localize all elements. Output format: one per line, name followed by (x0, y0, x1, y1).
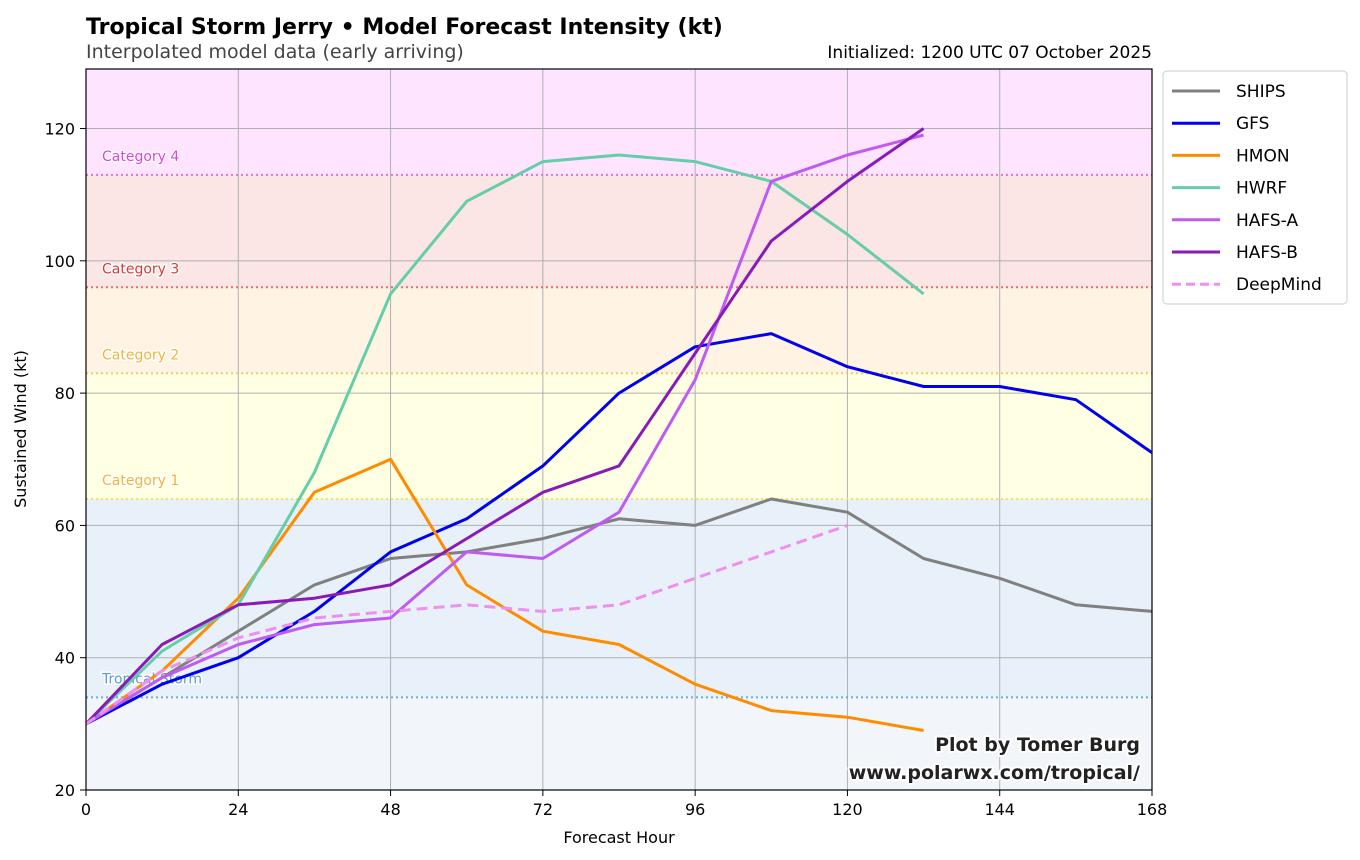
band-1 (86, 498, 1152, 698)
credit-author: Plot by Tomer Burg (935, 734, 1140, 756)
x-tick-label-48: 48 (380, 800, 400, 819)
model-series (86, 127, 1152, 732)
credit-url: www.polarwx.com/tropical/ (849, 762, 1140, 784)
chart-subtitle: Interpolated model data (early arriving) (86, 41, 464, 63)
x-tick-label-96: 96 (685, 800, 705, 819)
threshold-label-category-1: Category 1 (102, 473, 179, 489)
y-tick-label-20: 20 (55, 781, 75, 800)
series-hafs-b (86, 127, 925, 725)
series-ships (86, 497, 1152, 726)
x-tick-label-120: 120 (832, 800, 863, 819)
y-tick-label-80: 80 (55, 384, 75, 403)
band-3 (86, 287, 1152, 374)
y-tick-label-60: 60 (55, 516, 75, 535)
series-gfs (86, 332, 1152, 726)
init-time: Initialized: 1200 UTC 07 October 2025 (827, 43, 1152, 63)
y-axis-ticks: 20 40 60 80 100 120 (44, 120, 86, 800)
chart-title: Tropical Storm Jerry • Model Forecast In… (86, 15, 723, 40)
y-tick-label-120: 120 (44, 120, 75, 139)
threshold-label-category-2: Category 2 (102, 347, 179, 363)
y-tick-label-40: 40 (55, 649, 75, 668)
intensity-bands (86, 69, 1152, 790)
legend-label-hafs-a: HAFS-A (1236, 211, 1298, 231)
x-axis-ticks: 0 24 48 72 96 120 144 168 (81, 790, 1167, 819)
x-tick-label-24: 24 (228, 800, 248, 819)
series-hafs-a (86, 133, 924, 726)
y-tick-label-100: 100 (44, 252, 75, 271)
band-5 (86, 69, 1152, 175)
x-tick-label-72: 72 (533, 800, 553, 819)
plot-frame (85, 68, 1153, 791)
legend-label-hwrf: HWRF (1236, 179, 1287, 199)
x-tick-label-0: 0 (81, 800, 91, 819)
legend-label-ships: SHIPS (1236, 82, 1286, 102)
x-axis-label: Forecast Hour (563, 828, 675, 847)
threshold-label-category-3: Category 3 (102, 261, 179, 277)
legend-label-hmon: HMON (1236, 146, 1290, 166)
legend: SHIPS GFS HMON HWRF HAFS-A HAFS-B DeepMind (1162, 70, 1348, 305)
legend-label-gfs: GFS (1236, 114, 1269, 134)
series-deepmind (86, 523, 848, 726)
band-0 (86, 697, 1152, 790)
threshold-label-category-4: Category 4 (102, 149, 179, 165)
x-tick-label-168: 168 (1137, 800, 1168, 819)
x-tick-label-144: 144 (984, 800, 1015, 819)
legend-box (1162, 70, 1348, 305)
legend-label-hafs-b: HAFS-B (1236, 243, 1298, 263)
legend-label-deepmind: DeepMind (1236, 275, 1322, 295)
band-4 (86, 174, 1152, 288)
y-axis-label: Sustained Wind (kt) (11, 350, 30, 508)
